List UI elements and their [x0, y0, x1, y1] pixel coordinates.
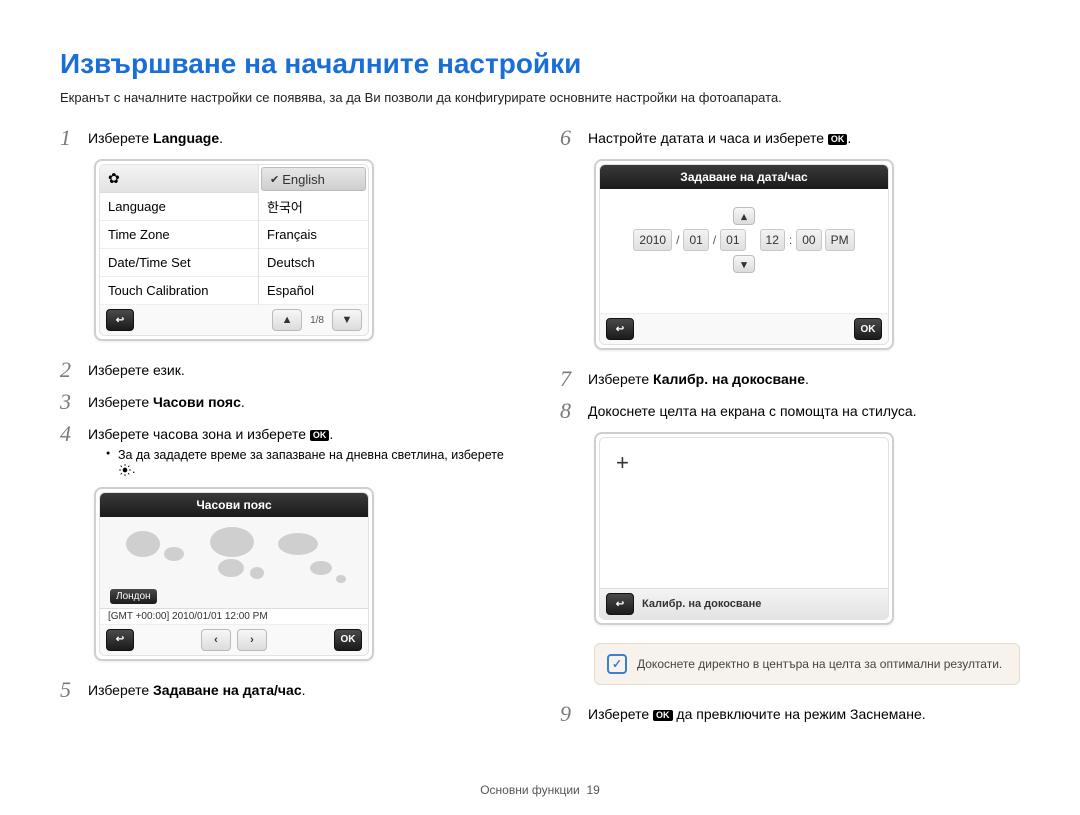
step-2-text: Изберете език. [88, 359, 520, 381]
day-cell[interactable]: 01 [720, 229, 745, 251]
ampm-cell[interactable]: PM [825, 229, 855, 251]
step-number: 4 [60, 423, 88, 477]
ok-icon: OK [653, 710, 673, 721]
step-7-bold: Калибр. на докосване [653, 371, 805, 387]
minute-cell[interactable]: 00 [796, 229, 821, 251]
step-7: 7 Изберете Калибр. на докосване. [560, 368, 1020, 390]
datetime-screen: Задаване на дата/час ▴ 2010 / 01 / 01 12… [594, 159, 894, 350]
lang-option-german[interactable]: Deutsch [259, 249, 368, 277]
step-1-text: Изберете [88, 130, 153, 146]
step-8: 8 Докоснете целта на екрана с помощта на… [560, 400, 1020, 422]
timezone-city-badge: Лондон [110, 589, 157, 604]
datetime-header: Задаване на дата/час [600, 165, 888, 189]
step-9: 9 Изберете OK да превключите на режим За… [560, 703, 1020, 725]
step-number: 9 [560, 703, 588, 725]
step-number: 6 [560, 127, 588, 149]
settings-header: ✿ [100, 165, 258, 193]
step-1: 1 Изберете Language. [60, 127, 520, 149]
timezone-status: [GMT +00:00] 2010/01/01 12:00 PM [100, 609, 368, 625]
step-7-text: Изберете [588, 371, 653, 387]
step-5-bold: Задаване на дата/час [153, 682, 302, 698]
step-5-text: Изберете [88, 682, 153, 698]
ok-button[interactable]: OK [334, 629, 362, 651]
step-4: 4 Изберете часова зона и изберете OK. За… [60, 423, 520, 477]
down-button[interactable]: ▾ [733, 255, 755, 273]
month-cell[interactable]: 01 [683, 229, 708, 251]
step-6: 6 Настройте датата и часа и изберете OK. [560, 127, 1020, 149]
timezone-screen: Часови пояс Лондон [GMT +00:00] 2010/01/… [94, 487, 374, 661]
back-button[interactable]: ↩ [606, 593, 634, 615]
language-screen: ✿ Language Time Zone Date/Time Set Touch… [94, 159, 374, 341]
step-9-text-post: да превключите на режим Заснемане. [673, 706, 926, 722]
step-number: 5 [60, 679, 88, 701]
back-button[interactable]: ↩ [106, 629, 134, 651]
menu-item-language[interactable]: Language [100, 193, 258, 221]
menu-item-datetime[interactable]: Date/Time Set [100, 249, 258, 277]
world-map[interactable]: Лондон [100, 517, 368, 609]
calibration-footer-label: Калибр. на докосване [642, 598, 761, 610]
step-number: 7 [560, 368, 588, 390]
note-text: Докоснете директно в центъра на целта за… [637, 657, 1002, 671]
page-down-button[interactable]: ▼ [332, 309, 362, 331]
page-title: Извършване на началните настройки [60, 48, 1020, 80]
back-button[interactable]: ↩ [606, 318, 634, 340]
step-9-text-pre: Изберете [588, 706, 653, 722]
ok-button[interactable]: OK [854, 318, 882, 340]
info-note: ✓ Докоснете директно в центъра на целта … [594, 643, 1020, 685]
step-8-text: Докоснете целта на екрана с помощта на с… [588, 400, 1020, 422]
gear-icon: ✿ [108, 170, 120, 187]
step-4-text: Изберете часова зона и изберете [88, 426, 310, 442]
ok-icon: OK [828, 134, 848, 145]
step-3-bold: Часови пояс [153, 394, 241, 410]
left-column: 1 Изберете Language. ✿ Language Time Zon… [60, 127, 520, 735]
page-indicator: 1/8 [306, 315, 328, 326]
step-3-text: Изберете [88, 394, 153, 410]
back-button[interactable]: ↩ [106, 309, 134, 331]
year-cell[interactable]: 2010 [633, 229, 672, 251]
step-6-text: Настройте датата и часа и изберете [588, 130, 828, 146]
menu-item-timezone[interactable]: Time Zone [100, 221, 258, 249]
step-5: 5 Изберете Задаване на дата/час. [60, 679, 520, 701]
intro-text: Екранът с началните настройки се появява… [60, 90, 1020, 105]
page-footer: Основни функции 19 [0, 783, 1080, 797]
lang-option-french[interactable]: Français [259, 221, 368, 249]
step-number: 2 [60, 359, 88, 381]
step-3: 3 Изберете Часови пояс. [60, 391, 520, 413]
step-number: 3 [60, 391, 88, 413]
lang-option-english[interactable]: ✔English [261, 167, 366, 191]
ok-icon: OK [310, 430, 330, 441]
step-number: 1 [60, 127, 88, 149]
prev-button[interactable]: ‹ [201, 629, 231, 651]
menu-item-touchcal[interactable]: Touch Calibration [100, 277, 258, 305]
lang-option-spanish[interactable]: Español [259, 277, 368, 305]
calibration-target-icon: + [616, 450, 629, 476]
calibration-screen: + ↩ Калибр. на докосване [594, 432, 894, 625]
hour-cell[interactable]: 12 [760, 229, 785, 251]
datetime-values: 2010 / 01 / 01 12 : 00 PM [633, 229, 854, 251]
step-2: 2 Изберете език. [60, 359, 520, 381]
sun-icon [118, 463, 132, 477]
timezone-header: Часови пояс [100, 493, 368, 517]
right-column: 6 Настройте датата и часа и изберете OK.… [560, 127, 1020, 735]
up-button[interactable]: ▴ [733, 207, 755, 225]
check-icon: ✔ [270, 173, 279, 186]
step-number: 8 [560, 400, 588, 422]
step-1-bold: Language [153, 130, 219, 146]
info-icon: ✓ [607, 654, 627, 674]
lang-option-korean[interactable]: 한국어 [259, 193, 368, 221]
calibration-area[interactable]: + [600, 438, 888, 588]
step-4-bullet: За да зададете време за запазване на дне… [106, 448, 520, 477]
page-up-button[interactable]: ▲ [272, 309, 302, 331]
next-button[interactable]: › [237, 629, 267, 651]
